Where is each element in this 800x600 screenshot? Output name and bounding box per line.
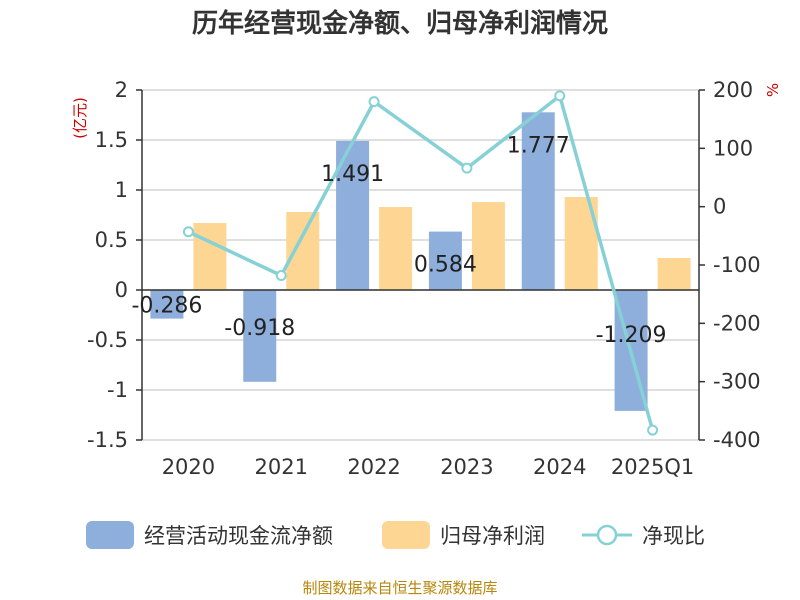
cashflow-data-label: -0.918: [224, 316, 295, 341]
x-axis-tick-label: 2024: [533, 455, 586, 479]
left-axis-tick-label: -1: [107, 378, 128, 402]
net-profit-bar: [193, 223, 227, 290]
legend-label-cashflow: 经营活动现金流净额: [144, 524, 333, 548]
left-axis-tick-label: -0.5: [87, 328, 128, 352]
left-axis-tick-label: 1.5: [95, 128, 128, 152]
legend-swatch-cashflow: [86, 521, 134, 549]
right-axis-unit: %: [764, 83, 782, 97]
right-axis-tick-label: -100: [713, 253, 761, 277]
legend-label-ratio: 净现比: [642, 524, 705, 548]
net-profit-bar: [471, 202, 505, 290]
cashflow-bar: [150, 290, 184, 319]
net-profit-bar: [657, 258, 691, 290]
right-axis-tick-label: -400: [713, 428, 761, 452]
net-profit-bar: [379, 207, 413, 290]
left-axis-unit: (亿元): [71, 97, 89, 139]
ratio-point: [368, 96, 380, 108]
cashflow-data-label: 1.491: [321, 162, 384, 187]
ratio-point: [554, 90, 566, 102]
right-axis-tick-label: 200: [713, 78, 753, 102]
left-axis-tick-label: 2: [115, 78, 128, 102]
cashflow-data-label: -1.209: [596, 323, 667, 348]
cashflow-data-label: 1.777: [507, 133, 570, 158]
legend-marker-ratio: [596, 524, 618, 546]
cashflow-bar: [521, 112, 555, 290]
right-axis-tick-label: -200: [713, 311, 761, 335]
x-axis-tick-label: 2021: [255, 455, 308, 479]
net-profit-bar: [286, 212, 320, 290]
left-axis-tick-label: 0: [115, 278, 128, 302]
cashflow-data-label: -0.286: [131, 294, 202, 319]
cashflow-data-label: 0.584: [414, 253, 477, 278]
right-axis-tick-label: 100: [713, 136, 753, 160]
x-axis-tick-label: 2020: [162, 455, 215, 479]
cashflow-bar: [428, 231, 462, 290]
ratio-point: [647, 424, 659, 436]
ratio-line: [182, 90, 659, 436]
legend-swatch-net-profit: [382, 521, 430, 549]
ratio-point: [461, 162, 473, 174]
legend: 经营活动现金流净额 归母净利润 净现比: [86, 521, 705, 549]
legend-label-net-profit: 归母净利润: [440, 524, 545, 548]
ratio-point: [182, 226, 194, 238]
left-axis-tick-label: -1.5: [87, 428, 128, 452]
axes: [136, 89, 705, 441]
x-axis-tick-label: 2022: [347, 455, 400, 479]
x-axis-tick-label: 2025Q1: [611, 455, 694, 479]
left-axis-tick-label: 1: [115, 178, 128, 202]
ratio-point: [275, 270, 287, 281]
data-labels: -0.286 -0.918 1.491 0.584 1.777 -1.209: [131, 133, 666, 348]
cashflow-bar: [243, 290, 277, 382]
data-source-note: 制图数据来自恒生聚源数据库: [302, 579, 497, 597]
right-axis-tick-label: -300: [713, 370, 761, 394]
ratio-line-path: [187, 94, 655, 431]
chart-title: 历年经营现金净额、归母净利润情况: [192, 8, 608, 39]
tick-labels: 2 1.5 1 0.5 0 -0.5 -1 -1.5 200 100 0 -100 -200 -300 -4…: [87, 78, 761, 479]
right-axis-tick-label: 0: [713, 195, 726, 219]
left-axis-tick-label: 0.5: [95, 228, 128, 252]
x-axis-tick-label: 2023: [440, 455, 493, 479]
